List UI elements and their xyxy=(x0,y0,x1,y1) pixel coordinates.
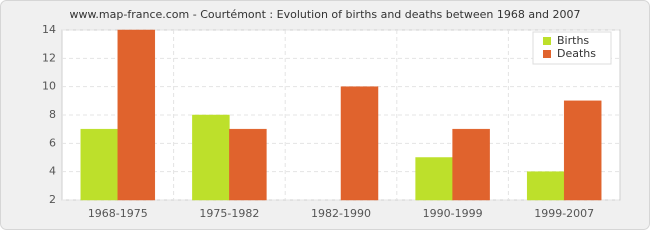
y-tick-label: 8 xyxy=(49,108,56,121)
x-tick-label: 1999-2007 xyxy=(534,207,594,220)
x-tick-label: 1982-1990 xyxy=(311,207,371,220)
legend-label: Deaths xyxy=(557,47,596,60)
bar xyxy=(415,157,453,201)
bar xyxy=(340,86,379,201)
x-tick-label: 1975-1982 xyxy=(199,207,259,220)
bar xyxy=(526,171,565,201)
bar xyxy=(452,128,490,201)
y-tick-label: 6 xyxy=(49,136,56,149)
bar xyxy=(192,114,230,201)
bar xyxy=(80,128,119,201)
chart-title: www.map-france.com - Courtémont : Evolut… xyxy=(69,8,580,21)
legend-label: Births xyxy=(557,34,589,47)
y-tick-label: 12 xyxy=(42,51,56,64)
chart: www.map-france.com - Courtémont : Evolut… xyxy=(0,0,650,230)
bar xyxy=(117,29,156,201)
y-tick-label: 14 xyxy=(42,23,56,36)
bar xyxy=(563,100,602,201)
x-tick-label: 1990-1999 xyxy=(423,207,483,220)
y-tick-label: 10 xyxy=(42,80,56,93)
x-tick-label: 1968-1975 xyxy=(88,207,148,220)
legend-swatch xyxy=(543,50,551,58)
y-tick-label: 4 xyxy=(49,165,56,178)
bar xyxy=(229,128,267,201)
legend-swatch xyxy=(543,37,551,45)
y-tick-label: 2 xyxy=(49,193,56,206)
